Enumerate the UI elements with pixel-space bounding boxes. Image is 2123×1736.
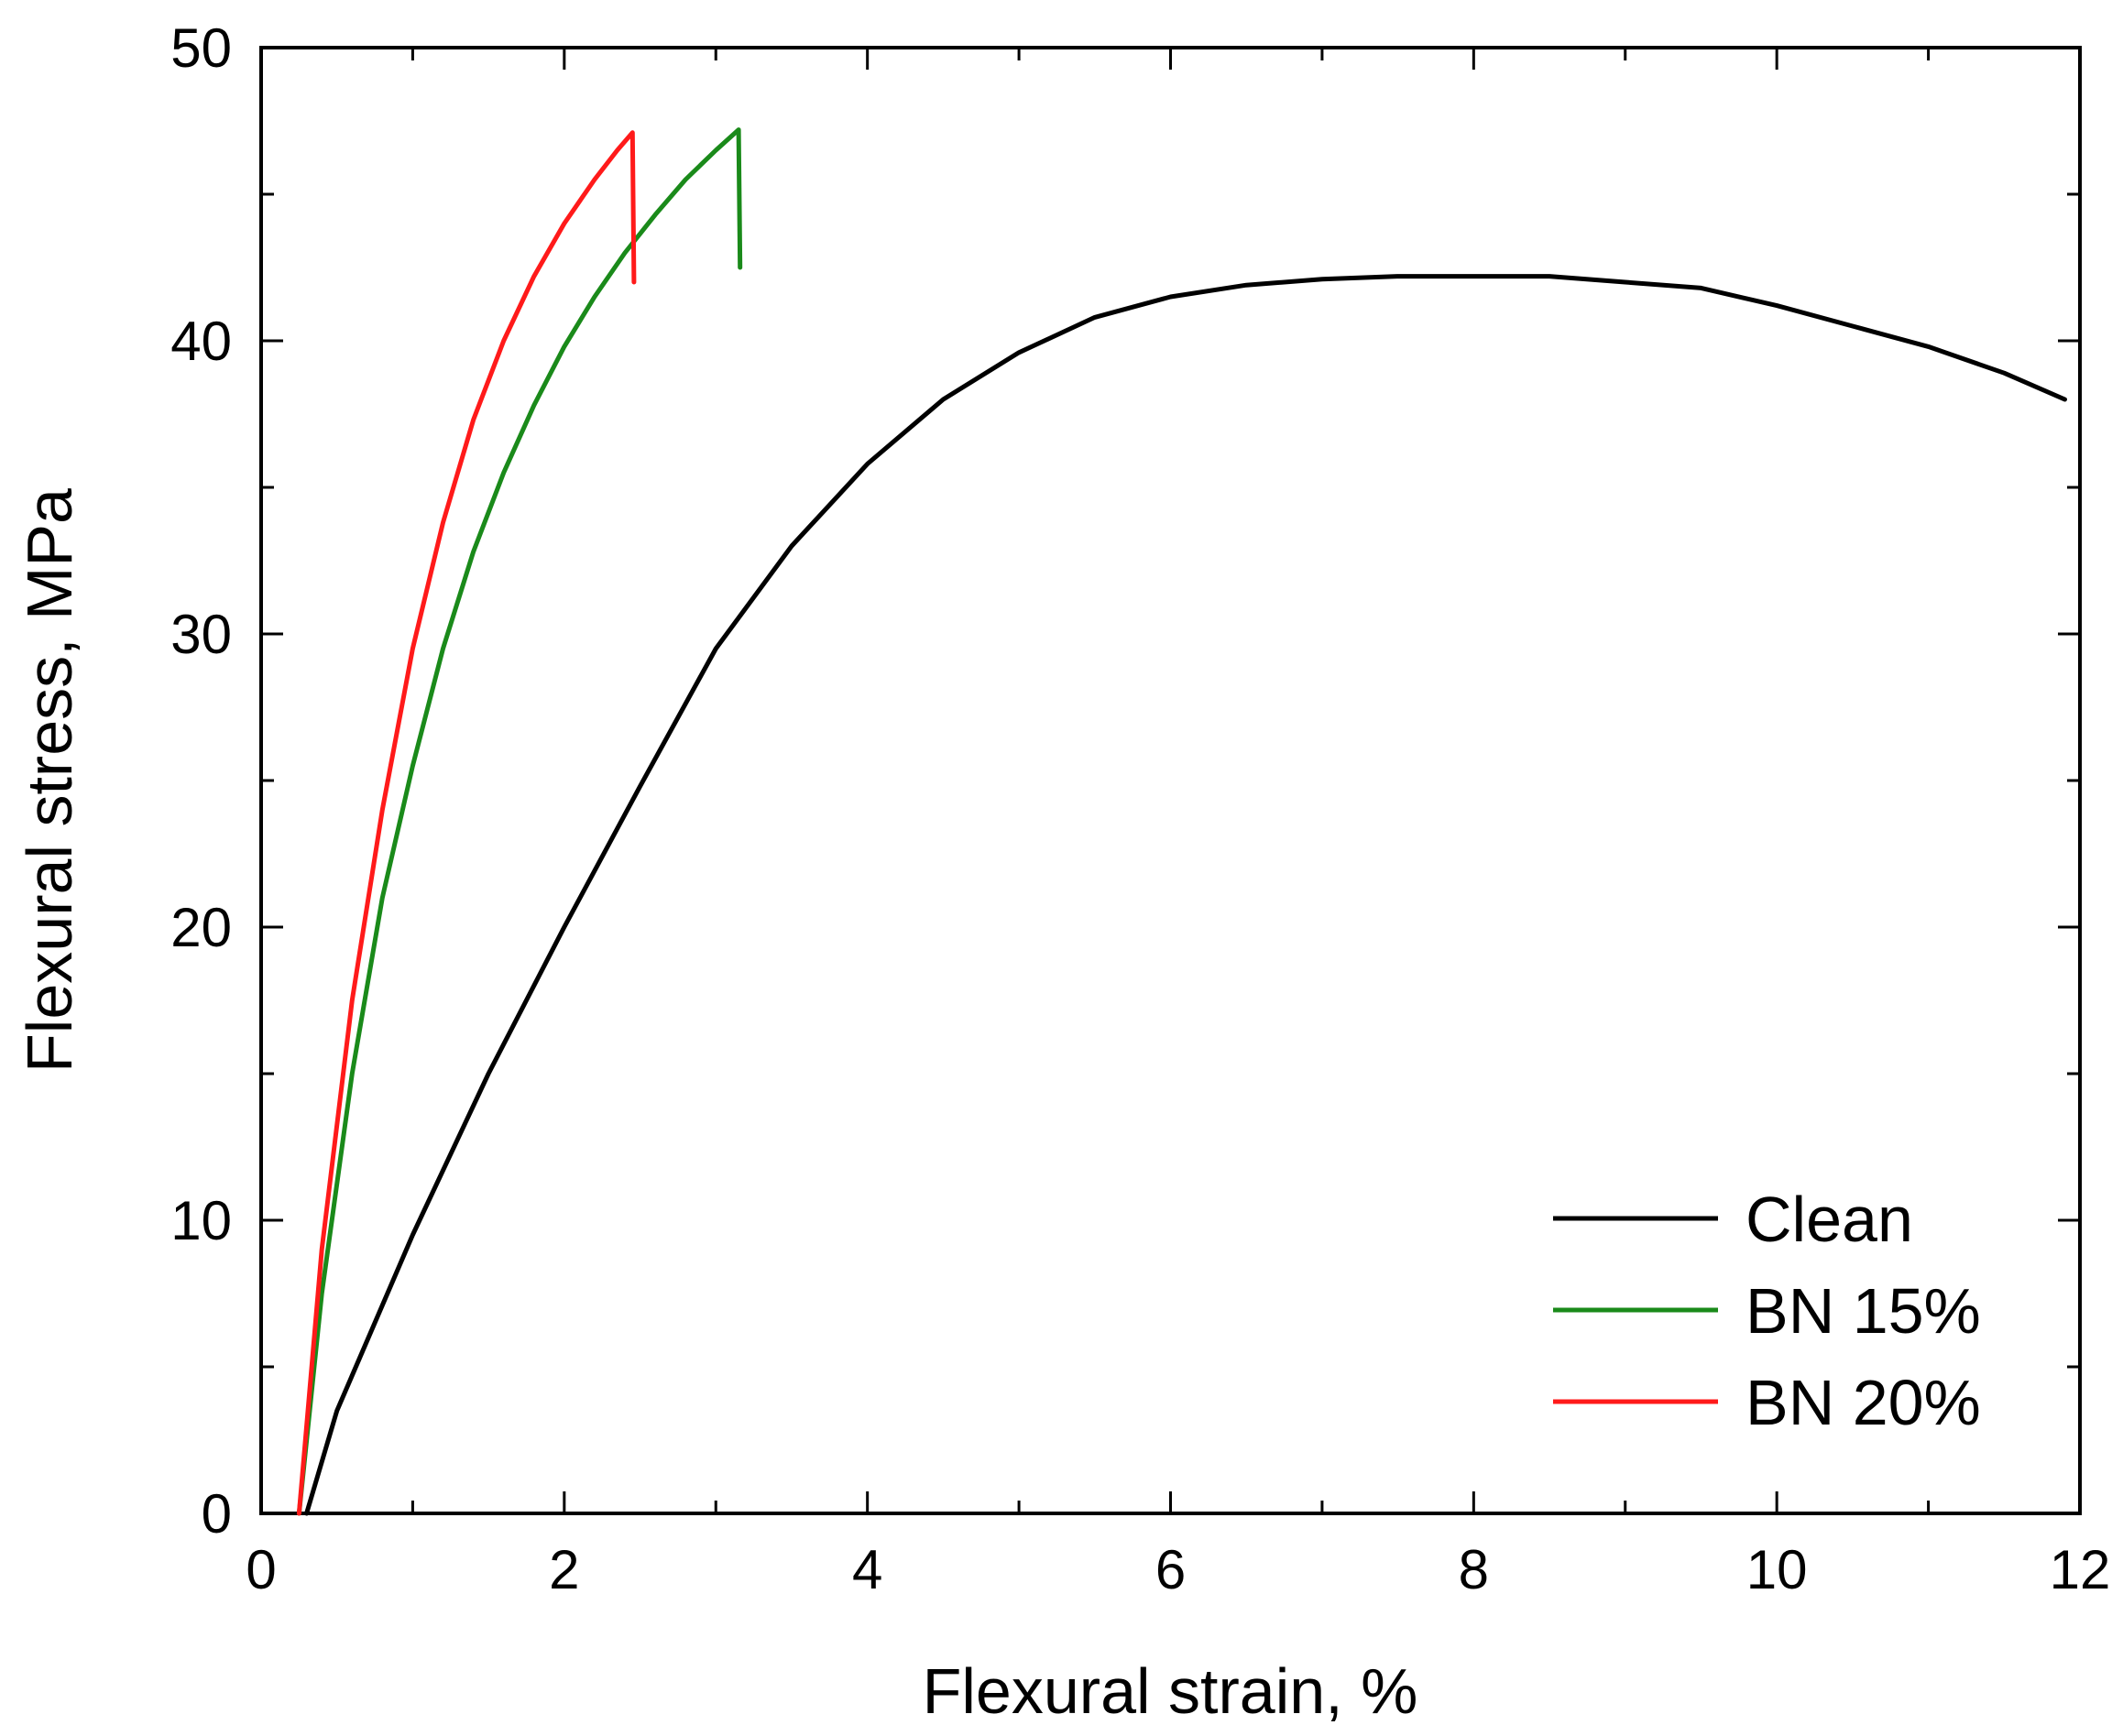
x-tick-label: 8 <box>1459 1539 1489 1600</box>
y-tick-label: 10 <box>170 1190 232 1251</box>
y-tick-label: 30 <box>170 604 232 665</box>
series-line-3 <box>296 130 637 1516</box>
y-axis: 0 10 20 30 40 50 <box>170 17 2080 1545</box>
x-tick-label: 6 <box>1155 1539 1186 1600</box>
y-tick-label: 20 <box>170 897 232 958</box>
legend: Clean BN 15% BN 20% <box>1553 1184 1981 1438</box>
y-tick-label: 50 <box>170 17 232 79</box>
y-tick-label: 0 <box>202 1483 232 1545</box>
legend-label: Clean <box>1745 1184 1913 1255</box>
x-axis-title: Flexural strain, % <box>923 1655 1418 1727</box>
y-tick-label: 40 <box>170 311 232 372</box>
x-tick-label: 2 <box>549 1539 579 1600</box>
series-layer <box>296 127 2067 1516</box>
x-axis: 0 2 4 6 8 10 12 <box>246 48 2110 1600</box>
legend-item: BN 15% <box>1553 1275 1981 1347</box>
legend-item: BN 20% <box>1553 1367 1981 1438</box>
x-tick-label: 0 <box>246 1539 276 1600</box>
legend-label: BN 15% <box>1745 1275 1981 1347</box>
series-line-2 <box>296 127 743 1516</box>
y-axis-title: Flexural stress, MPa <box>14 488 85 1073</box>
legend-item: Clean <box>1553 1184 1913 1255</box>
x-tick-label: 12 <box>2050 1539 2111 1600</box>
series-line-1 <box>304 274 2067 1516</box>
x-tick-label: 4 <box>852 1539 882 1600</box>
legend-label: BN 20% <box>1745 1367 1981 1438</box>
x-tick-label: 10 <box>1746 1539 1808 1600</box>
